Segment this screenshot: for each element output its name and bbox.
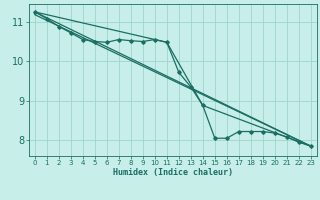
X-axis label: Humidex (Indice chaleur): Humidex (Indice chaleur)	[113, 168, 233, 177]
